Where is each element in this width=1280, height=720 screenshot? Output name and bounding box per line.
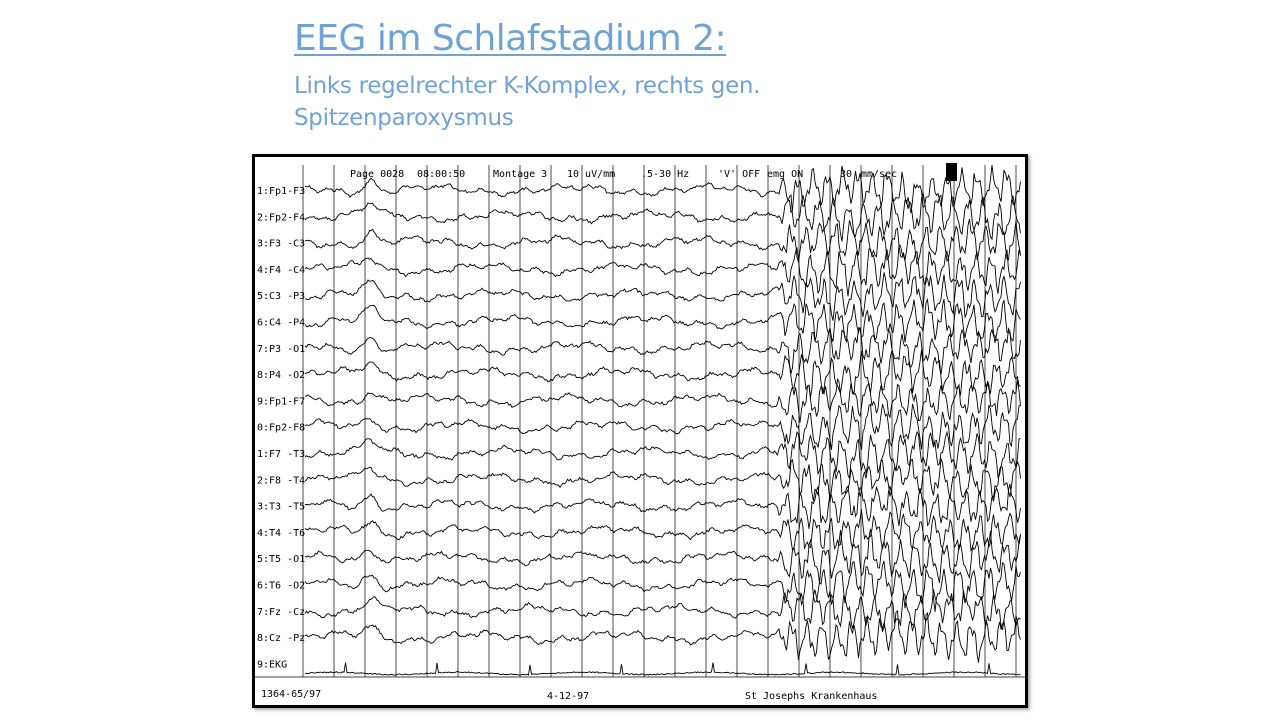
header-time: 08:00:50	[417, 169, 465, 180]
eeg-trace	[304, 192, 1021, 242]
channel-label: 3:T3 -T5	[257, 502, 305, 513]
channel-label: 1:F7 -T3	[257, 449, 305, 460]
footer-hospital: St Josephs Krankenhaus	[745, 691, 877, 702]
slide-subtitle: Links regelrechter K-Komplex, rechts gen…	[294, 73, 761, 131]
footer-patient-id: 1364-65/97	[261, 689, 321, 700]
channel-label: 9:Fp1-F7	[257, 396, 305, 407]
channel-label: 5:C3 -P3	[257, 291, 305, 302]
channel-label: 4:T4 -T6	[257, 528, 305, 539]
eeg-trace	[305, 218, 1021, 265]
eeg-recording-svg: 1:Fp1-F3 2:Fp2-F4 3:F3 -C3 4:F4 -C4 5:C3 -P3…	[255, 163, 1025, 702]
channel-label: 5:T5 -O1	[257, 554, 305, 565]
channel-label: 8:Cz -Pz	[257, 633, 305, 644]
header-page: Page 0028	[350, 169, 404, 180]
eeg-trace	[304, 483, 1021, 529]
channel-label: 6:C4 -P4	[257, 318, 305, 329]
marker-block-icon	[946, 163, 957, 181]
eeg-trace	[304, 560, 1021, 612]
header-speed-unit: mm/sec	[861, 169, 897, 180]
channel-label: 4:F4 -C4	[257, 265, 305, 276]
header-speed-value: 30	[840, 169, 852, 180]
channel-label: 8:P4 -O2	[257, 370, 305, 381]
eeg-footer: 1364-65/97 4-12-97 St Josephs Krankenhau…	[255, 676, 1025, 702]
eeg-trace	[304, 327, 1021, 375]
channel-label: 1:Fp1-F3	[257, 186, 305, 197]
eeg-time-grid	[302, 165, 1017, 677]
eeg-trace	[304, 377, 1021, 423]
header-emg: emg ON	[767, 169, 803, 180]
channel-label: 7:P3 -O1	[257, 344, 305, 355]
channel-label: 0:Fp2-F8	[257, 423, 305, 434]
eeg-trace	[304, 528, 1021, 584]
channel-label: 2:Fp2-F4	[257, 212, 305, 223]
channel-label: 3:F3 -C3	[257, 239, 305, 250]
channel-label: 2:F8 -T4	[257, 475, 305, 486]
footer-date: 4-12-97	[547, 691, 589, 702]
eeg-trace	[304, 509, 1021, 553]
header-filter: .5-30 Hz	[641, 169, 689, 180]
eeg-trace	[304, 165, 1021, 214]
header-montage: Montage 3	[493, 169, 547, 180]
eeg-trace	[304, 662, 1021, 676]
eeg-trace	[304, 458, 1021, 503]
eeg-traces	[304, 165, 1021, 676]
header-sensitivity: 10 uV/mm	[567, 169, 615, 180]
eeg-trace	[304, 430, 1021, 480]
eeg-header: Page 0028 08:00:50 Montage 3 10 uV/mm .5…	[350, 163, 957, 181]
eeg-trace	[304, 589, 1021, 632]
eeg-channel-labels: 1:Fp1-F3 2:Fp2-F4 3:F3 -C3 4:F4 -C4 5:C3 -P3…	[257, 186, 305, 670]
channel-label: 7:Fz -Cz	[257, 607, 305, 618]
eeg-trace	[304, 243, 1021, 297]
eeg-trace	[304, 272, 1021, 321]
channel-label: 9:EKG	[257, 659, 287, 670]
eeg-trace	[304, 349, 1021, 398]
eeg-trace	[304, 298, 1021, 344]
slide-title: EEG im Schlafstadium 2:	[294, 18, 727, 59]
eeg-recording-image: 1:Fp1-F3 2:Fp2-F4 3:F3 -C3 4:F4 -C4 5:C3 -P3…	[252, 154, 1028, 708]
channel-label: 6:T6 -O2	[257, 581, 305, 592]
eeg-trace	[304, 403, 1021, 451]
header-notch: 'V' OFF	[718, 169, 760, 180]
eeg-trace	[304, 609, 1021, 663]
